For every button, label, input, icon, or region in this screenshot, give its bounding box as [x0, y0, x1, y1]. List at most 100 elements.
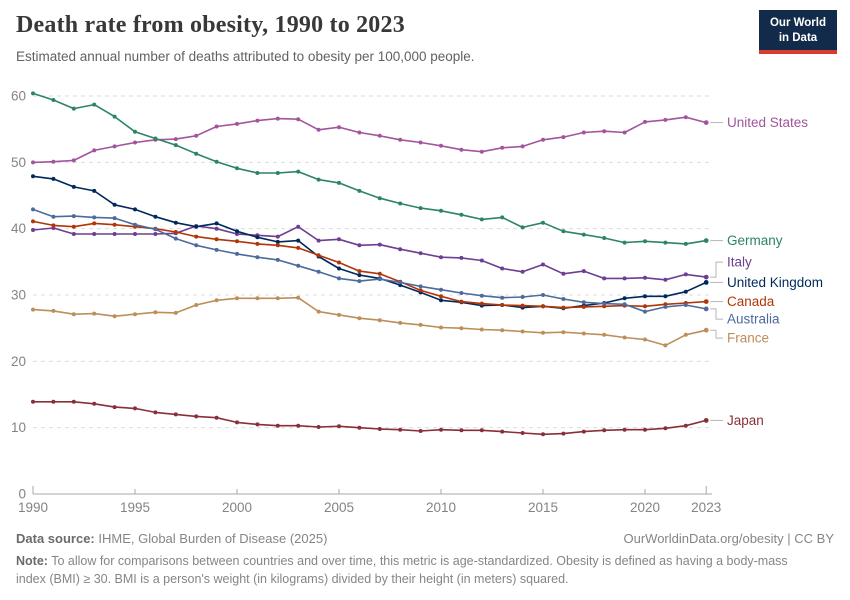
point-france-1998[interactable] — [194, 303, 199, 307]
point-germany-2005[interactable] — [337, 180, 341, 185]
point-italy-1999[interactable] — [214, 226, 219, 231]
point-australia-2013[interactable] — [500, 295, 505, 300]
point-france-2016[interactable] — [561, 330, 566, 335]
point-australia-2011[interactable] — [459, 291, 464, 295]
point-united-states-2016[interactable] — [561, 135, 566, 140]
point-japan-2003[interactable] — [296, 423, 301, 428]
point-france-2000[interactable] — [235, 296, 239, 301]
series-label-united-states[interactable]: United States — [727, 115, 808, 130]
point-australia-2007[interactable] — [377, 277, 382, 282]
point-japan-1997[interactable] — [173, 412, 178, 417]
point-france-2023[interactable] — [703, 327, 709, 333]
point-japan-1990[interactable] — [31, 399, 35, 404]
point-canada-2011[interactable] — [459, 299, 464, 304]
point-france-2015[interactable] — [541, 330, 545, 335]
point-france-2004[interactable] — [316, 309, 321, 314]
point-australia-2012[interactable] — [479, 293, 484, 298]
point-australia-2017[interactable] — [581, 300, 586, 305]
point-italy-2019[interactable] — [622, 276, 627, 281]
point-germany-2002[interactable] — [275, 171, 280, 175]
point-australia-2023[interactable] — [703, 306, 709, 312]
point-japan-2001[interactable] — [255, 422, 260, 427]
point-united-states-2022[interactable] — [683, 115, 688, 120]
point-germany-2013[interactable] — [500, 215, 505, 220]
point-canada-1992[interactable] — [71, 224, 76, 229]
point-germany-2008[interactable] — [398, 201, 403, 206]
series-line-france[interactable] — [32, 296, 707, 347]
point-united-kingdom-2003[interactable] — [296, 238, 301, 243]
point-italy-1996[interactable] — [153, 232, 158, 236]
point-australia-1992[interactable] — [71, 214, 76, 219]
point-germany-2016[interactable] — [561, 229, 566, 234]
point-japan-1998[interactable] — [194, 414, 199, 419]
point-france-2009[interactable] — [418, 322, 423, 327]
point-united-kingdom-1992[interactable] — [71, 184, 76, 189]
point-france-2022[interactable] — [683, 332, 688, 337]
point-japan-2006[interactable] — [357, 425, 362, 430]
point-japan-1995[interactable] — [133, 406, 137, 411]
point-france-2005[interactable] — [337, 312, 341, 317]
point-united-states-2013[interactable] — [500, 145, 505, 150]
series-label-germany[interactable]: Germany — [727, 233, 783, 248]
point-germany-2020[interactable] — [643, 239, 647, 244]
point-italy-2023[interactable] — [703, 274, 709, 280]
point-italy-1995[interactable] — [133, 232, 137, 236]
point-canada-2000[interactable] — [235, 239, 239, 244]
point-france-1992[interactable] — [71, 312, 76, 317]
point-italy-1993[interactable] — [92, 232, 97, 236]
series-line-united-kingdom[interactable] — [32, 175, 707, 310]
point-united-kingdom-2000[interactable] — [235, 229, 239, 234]
point-united-kingdom-2002[interactable] — [275, 239, 280, 244]
point-united-states-2012[interactable] — [479, 149, 484, 154]
point-japan-2000[interactable] — [235, 420, 239, 425]
point-germany-1996[interactable] — [153, 136, 158, 141]
point-canada-1997[interactable] — [173, 230, 178, 234]
point-japan-1994[interactable] — [112, 405, 117, 410]
point-united-kingdom-1998[interactable] — [194, 224, 199, 229]
point-germany-2014[interactable] — [520, 225, 525, 230]
point-canada-2014[interactable] — [520, 303, 525, 308]
series-line-japan[interactable] — [32, 401, 707, 436]
point-japan-2011[interactable] — [459, 428, 464, 433]
series-italy[interactable] — [31, 224, 709, 282]
point-france-2012[interactable] — [479, 327, 484, 332]
point-united-states-2020[interactable] — [643, 119, 647, 124]
point-japan-2008[interactable] — [398, 427, 403, 432]
series-japan[interactable] — [31, 399, 709, 437]
point-united-kingdom-2001[interactable] — [255, 235, 260, 240]
point-germany-2015[interactable] — [541, 220, 545, 225]
point-australia-2004[interactable] — [316, 269, 321, 274]
point-italy-2022[interactable] — [683, 272, 688, 277]
point-japan-2018[interactable] — [602, 428, 607, 433]
point-france-1994[interactable] — [112, 314, 117, 319]
point-united-states-1992[interactable] — [71, 158, 76, 163]
point-france-2010[interactable] — [439, 325, 443, 330]
point-germany-2007[interactable] — [377, 196, 382, 201]
point-france-1990[interactable] — [31, 307, 35, 312]
point-united-kingdom-1999[interactable] — [214, 221, 219, 226]
point-germany-2018[interactable] — [602, 236, 607, 240]
point-japan-2017[interactable] — [581, 429, 586, 434]
point-france-2007[interactable] — [377, 318, 382, 323]
point-japan-2009[interactable] — [418, 429, 423, 433]
point-germany-2019[interactable] — [622, 240, 627, 245]
point-germany-1993[interactable] — [92, 102, 97, 107]
series-united-states[interactable] — [31, 115, 709, 165]
point-canada-2012[interactable] — [479, 301, 484, 306]
point-japan-2016[interactable] — [561, 431, 566, 436]
point-australia-2021[interactable] — [663, 304, 668, 309]
point-japan-2010[interactable] — [439, 427, 443, 432]
point-united-kingdom-1996[interactable] — [153, 214, 158, 219]
point-germany-1998[interactable] — [194, 151, 199, 156]
point-france-2003[interactable] — [296, 295, 301, 300]
series-line-united-states[interactable] — [32, 116, 707, 164]
series-line-australia[interactable] — [32, 208, 707, 313]
point-italy-2009[interactable] — [418, 251, 423, 256]
point-germany-2017[interactable] — [581, 232, 586, 237]
point-japan-2014[interactable] — [520, 431, 525, 435]
point-united-states-2009[interactable] — [418, 140, 423, 145]
point-united-kingdom-1993[interactable] — [92, 188, 97, 193]
point-canada-2013[interactable] — [500, 303, 505, 307]
point-france-2019[interactable] — [622, 335, 627, 340]
series-label-united-kingdom[interactable]: United Kingdom — [727, 275, 823, 290]
